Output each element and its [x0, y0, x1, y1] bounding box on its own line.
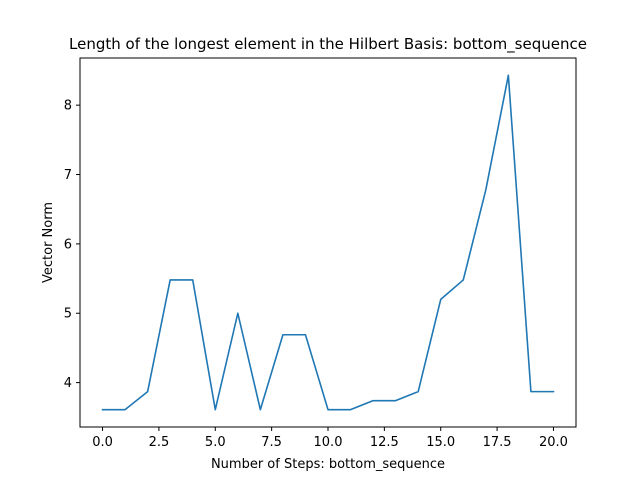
x-tick-label: 7.5 [261, 435, 282, 450]
x-axis-label: Number of Steps: bottom_sequence [211, 457, 445, 472]
series-line-0 [101, 74, 555, 411]
x-tick-label: 17.5 [483, 435, 512, 450]
y-tick-label: 8 [64, 99, 72, 114]
chart-title: Length of the longest element in the Hil… [69, 35, 587, 54]
y-tick-label: 7 [64, 168, 72, 183]
y-axis-label: Vector Norm [41, 202, 56, 283]
x-tick-label: 10.0 [314, 435, 343, 450]
x-tick-label: 0.0 [92, 435, 113, 450]
x-tick-label: 15.0 [426, 435, 455, 450]
y-tick-label: 4 [64, 376, 72, 391]
y-tick-label: 5 [64, 307, 72, 322]
x-tick-label: 12.5 [370, 435, 399, 450]
x-axis: 0.0 2.5 5.0 7.5 10.0 12.5 15.0 17.5 20.0 [92, 427, 568, 450]
y-tick-label: 6 [64, 237, 72, 252]
x-tick-label: 20.0 [539, 435, 568, 450]
x-tick-label: 5.0 [205, 435, 226, 450]
x-tick-label: 2.5 [149, 435, 170, 450]
y-axis: 4 5 6 7 8 [64, 99, 80, 391]
series-layer [101, 74, 555, 411]
